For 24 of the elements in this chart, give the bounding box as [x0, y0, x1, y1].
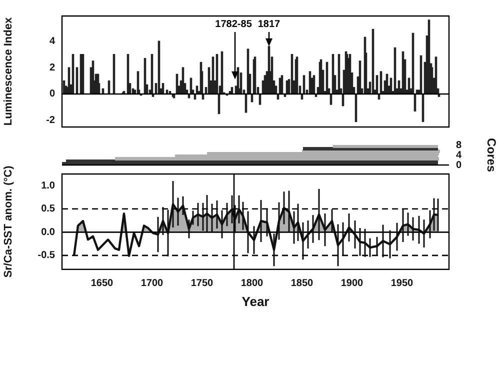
y-tick-label: 0 [456, 160, 462, 171]
y-axis-title: Cores [484, 138, 498, 172]
y-tick-label: 4 [456, 150, 462, 161]
y-axis-title: Sr/Ca-SST anom. (°C) [2, 165, 15, 278]
y-tick-label: 1.0 [41, 180, 56, 192]
x-axis-title: Year [242, 294, 270, 309]
x-tick-label: 1650 [90, 278, 114, 290]
x-tick-label: 1750 [190, 278, 214, 290]
x-tick-label: 1850 [290, 278, 314, 290]
y-tick-label: 8 [456, 140, 462, 151]
y-tick-label: 0.5 [41, 204, 56, 215]
x-tick-label: 1700 [140, 278, 164, 290]
y-tick-label: -0.5 [38, 250, 56, 262]
x-tick-label: 1800 [240, 278, 264, 290]
y-tick-label: -2 [46, 115, 56, 126]
annotation: 1782-85 [215, 18, 252, 30]
x-tick-label: 1950 [390, 278, 414, 290]
y-tick-label: 4 [49, 36, 56, 47]
annotation: 1817 [258, 18, 281, 30]
x-tick-label: 1900 [340, 278, 364, 290]
y-tick-label: 0 [49, 88, 56, 100]
y-axis-title: Luminescence Index [2, 16, 15, 126]
y-tick-label: 2 [49, 62, 56, 74]
y-tick-label: 0.0 [41, 226, 56, 238]
